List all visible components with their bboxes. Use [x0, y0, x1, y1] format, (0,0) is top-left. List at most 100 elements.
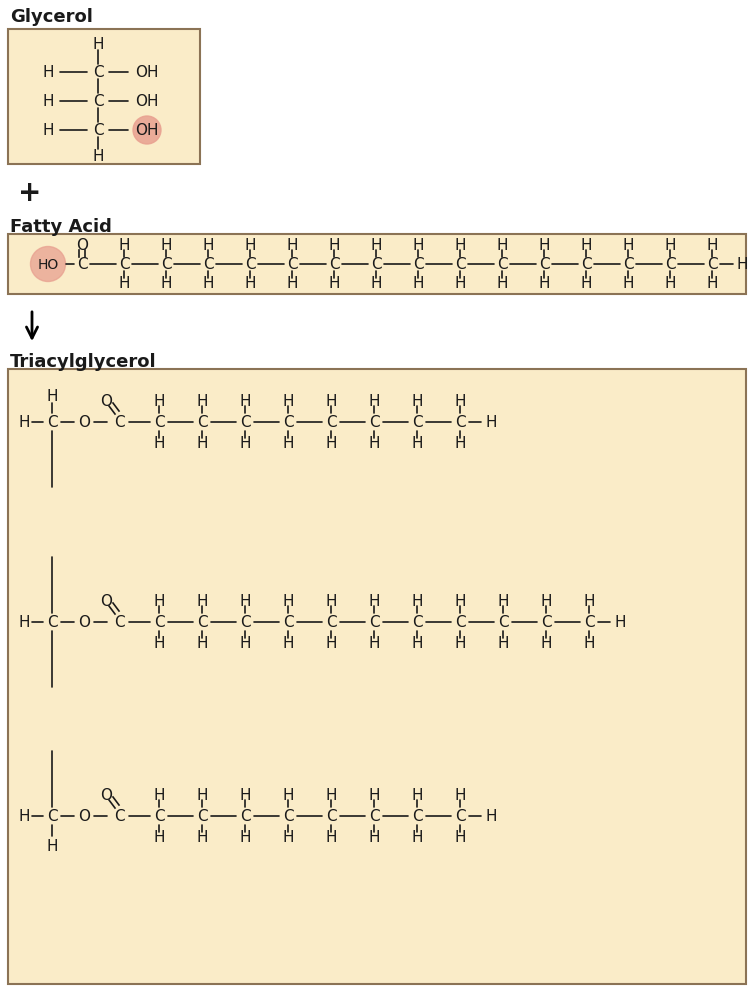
Text: C: C	[114, 415, 124, 430]
Text: C: C	[498, 615, 508, 630]
Text: H: H	[615, 615, 626, 630]
Text: Glycerol: Glycerol	[10, 8, 93, 26]
Text: H: H	[454, 394, 466, 410]
Text: H: H	[18, 615, 29, 630]
Text: H: H	[454, 830, 466, 845]
Text: H: H	[153, 436, 165, 451]
Text: C: C	[93, 94, 103, 109]
Text: C: C	[371, 257, 382, 272]
Text: C: C	[455, 415, 465, 430]
Text: H: H	[196, 436, 208, 451]
Text: H: H	[153, 394, 165, 410]
Text: OH: OH	[135, 94, 159, 109]
Text: C: C	[93, 123, 103, 138]
Text: H: H	[538, 239, 550, 253]
Text: C: C	[203, 257, 213, 272]
Text: H: H	[706, 239, 718, 253]
Text: H: H	[46, 389, 58, 405]
Text: H: H	[541, 593, 552, 609]
Text: H: H	[244, 276, 256, 291]
Text: H: H	[282, 787, 294, 803]
Text: H: H	[328, 239, 340, 253]
Text: C: C	[412, 809, 422, 824]
Text: C: C	[497, 257, 507, 272]
Text: H: H	[584, 636, 595, 651]
Text: Fatty Acid: Fatty Acid	[10, 218, 112, 236]
Circle shape	[133, 117, 161, 145]
Text: H: H	[486, 415, 497, 430]
Circle shape	[30, 248, 66, 282]
Text: C: C	[77, 257, 87, 272]
Text: C: C	[455, 809, 465, 824]
Text: O: O	[78, 415, 90, 430]
Text: C: C	[114, 615, 124, 630]
Text: C: C	[283, 615, 293, 630]
Text: C: C	[245, 257, 256, 272]
Text: H: H	[239, 593, 251, 609]
Text: C: C	[584, 615, 594, 630]
Text: H: H	[325, 593, 337, 609]
FancyBboxPatch shape	[8, 30, 200, 165]
Text: H: H	[244, 239, 256, 253]
Text: H: H	[239, 636, 251, 651]
Text: H: H	[239, 830, 251, 845]
Text: C: C	[541, 615, 551, 630]
Text: H: H	[282, 436, 294, 451]
Text: C: C	[93, 66, 103, 81]
Text: O: O	[100, 394, 112, 410]
Text: C: C	[538, 257, 550, 272]
Text: C: C	[154, 415, 164, 430]
Text: C: C	[240, 615, 250, 630]
Text: C: C	[665, 257, 676, 272]
Text: H: H	[368, 830, 380, 845]
Text: H: H	[196, 636, 208, 651]
Text: C: C	[455, 615, 465, 630]
Text: H: H	[368, 636, 380, 651]
Text: H: H	[370, 239, 382, 253]
Text: C: C	[369, 415, 379, 430]
Text: H: H	[282, 394, 294, 410]
Text: H: H	[496, 276, 507, 291]
Text: H: H	[325, 636, 337, 651]
Text: C: C	[161, 257, 171, 272]
Text: O: O	[78, 809, 90, 824]
Text: H: H	[411, 593, 423, 609]
Text: H: H	[411, 436, 423, 451]
Text: H: H	[282, 830, 294, 845]
Text: H: H	[541, 636, 552, 651]
Text: H: H	[538, 276, 550, 291]
Text: C: C	[326, 615, 336, 630]
Text: OH: OH	[135, 123, 159, 138]
Text: C: C	[283, 415, 293, 430]
Text: H: H	[153, 787, 165, 803]
Text: O: O	[78, 615, 90, 630]
Text: H: H	[486, 809, 497, 824]
Text: OH: OH	[135, 66, 159, 81]
Text: H: H	[454, 593, 466, 609]
Text: C: C	[118, 257, 130, 272]
Text: H: H	[454, 787, 466, 803]
Text: O: O	[100, 787, 112, 803]
Text: H: H	[153, 636, 165, 651]
Text: H: H	[118, 239, 130, 253]
Text: H: H	[325, 394, 337, 410]
Text: C: C	[581, 257, 591, 272]
Text: C: C	[240, 415, 250, 430]
Text: H: H	[454, 276, 466, 291]
Text: H: H	[370, 276, 382, 291]
Text: H: H	[581, 239, 592, 253]
Text: C: C	[114, 809, 124, 824]
Text: O: O	[100, 593, 112, 609]
Text: H: H	[282, 593, 294, 609]
Text: H: H	[368, 394, 380, 410]
Text: H: H	[239, 787, 251, 803]
Text: C: C	[283, 809, 293, 824]
Text: H: H	[282, 636, 294, 651]
Text: H: H	[454, 636, 466, 651]
Text: H: H	[153, 830, 165, 845]
Text: C: C	[240, 809, 250, 824]
Text: H: H	[287, 239, 298, 253]
Text: H: H	[46, 839, 58, 854]
Text: H: H	[92, 38, 104, 53]
Text: C: C	[412, 415, 422, 430]
